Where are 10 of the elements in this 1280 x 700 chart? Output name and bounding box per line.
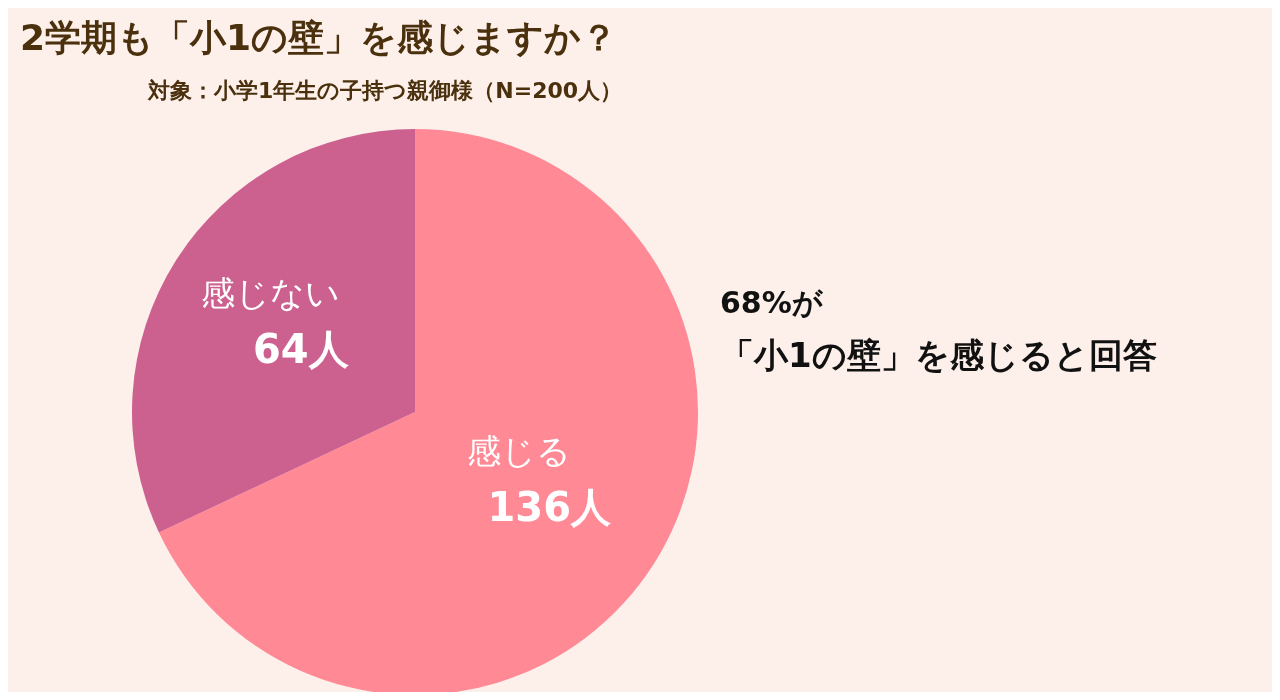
slice-label: 感じる bbox=[467, 430, 572, 471]
slice-label: 感じない bbox=[201, 273, 341, 314]
text: 68%が bbox=[720, 284, 823, 322]
text: 「小1の壁」を感じると回答 bbox=[720, 334, 1157, 377]
data-label: 64人 bbox=[252, 326, 350, 373]
pie-slice bbox=[132, 129, 415, 533]
data-label: 136人 bbox=[487, 483, 612, 530]
pie-slice bbox=[158, 129, 698, 692]
chart-title: 2学期も「小1の壁」を感じますか？ bbox=[20, 16, 618, 60]
chart-subtitle: 対象：小学1年生の子持つ親御様（N=200人） bbox=[148, 77, 623, 105]
